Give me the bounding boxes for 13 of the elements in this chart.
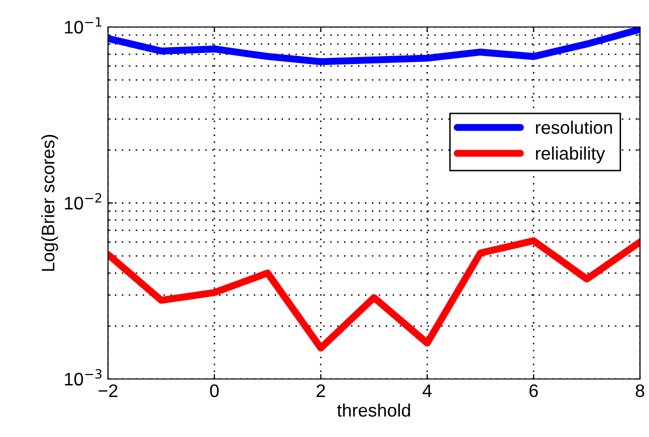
x-tick-label: 0 (210, 384, 219, 398)
y-axis-title: Log(Brier scores) (41, 134, 58, 271)
legend-label: resolution (536, 120, 612, 134)
x-tick-label: 6 (529, 384, 538, 398)
y-tick-label: 10$^{−2}$ (64, 193, 102, 210)
x-tick-label: 8 (636, 384, 644, 398)
x-tick-label: 4 (422, 384, 432, 397)
x-axis-title: threshold (337, 403, 410, 417)
x-tick-label: 2 (316, 384, 325, 397)
y-tick-label: 10$^{−1}$ (64, 17, 102, 34)
legend-label: reliability (536, 146, 606, 164)
x-tick-label: −2 (98, 384, 118, 397)
y-tick-label: 10$^{−3}$ (64, 369, 102, 386)
